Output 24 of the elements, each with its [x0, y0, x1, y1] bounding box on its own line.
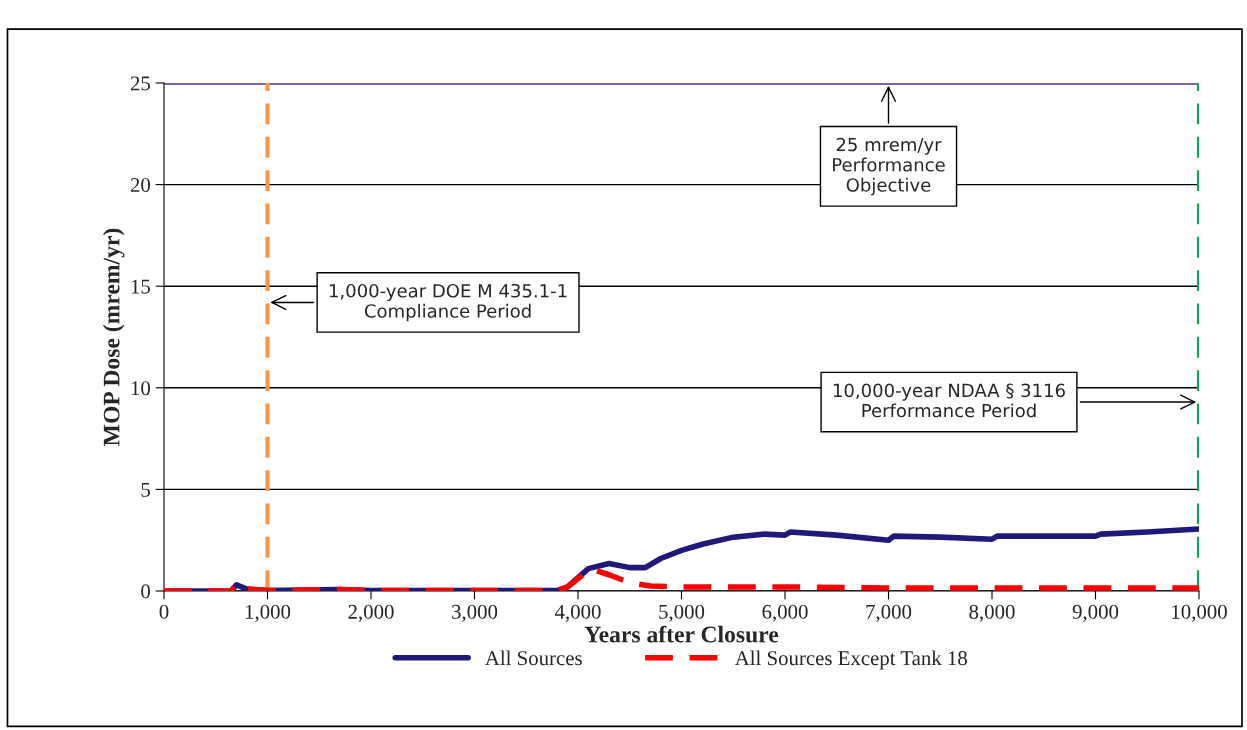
annotation: 25 mrem/yr Performance Objective: [833, 137, 945, 196]
y-tick-label: 25: [130, 76, 150, 91]
x-tick-label: 3,000: [452, 604, 498, 622]
x-tick-label: 2,000: [348, 604, 394, 622]
y-tick-label: 5: [141, 482, 150, 497]
y-tick-label: 20: [130, 177, 151, 193]
legend-label: All Sources: [485, 650, 582, 666]
x-tick-label: 9,000: [1072, 604, 1119, 622]
x-axis-title: Years after Closure: [584, 625, 779, 643]
x-tick-label: 1,000: [245, 604, 291, 622]
x-tick-label: 8,000: [969, 604, 1015, 622]
y-tick-label: 15: [131, 279, 150, 294]
x-tick-label: 10,000: [1172, 604, 1227, 622]
x-tick-label: 6,000: [762, 604, 808, 622]
x-tick-label: 5,000: [659, 604, 705, 622]
x-tick-label: 0: [159, 604, 169, 619]
y-axis-title: MOP Dose (mrem/yr): [102, 228, 125, 446]
x-tick-label: 4,000: [554, 604, 601, 622]
x-tick-label: 7,000: [866, 604, 912, 622]
annotation: 10,000-year NDAA § 3116 Performance Period: [833, 383, 1065, 418]
y-tick-label: 0: [141, 584, 151, 599]
legend-label: All Sources Except Tank 18: [734, 650, 967, 670]
annotation: 1,000-year DOE M 435.1-1 Compliance Period: [329, 283, 567, 322]
y-tick-label: 10: [131, 381, 151, 396]
